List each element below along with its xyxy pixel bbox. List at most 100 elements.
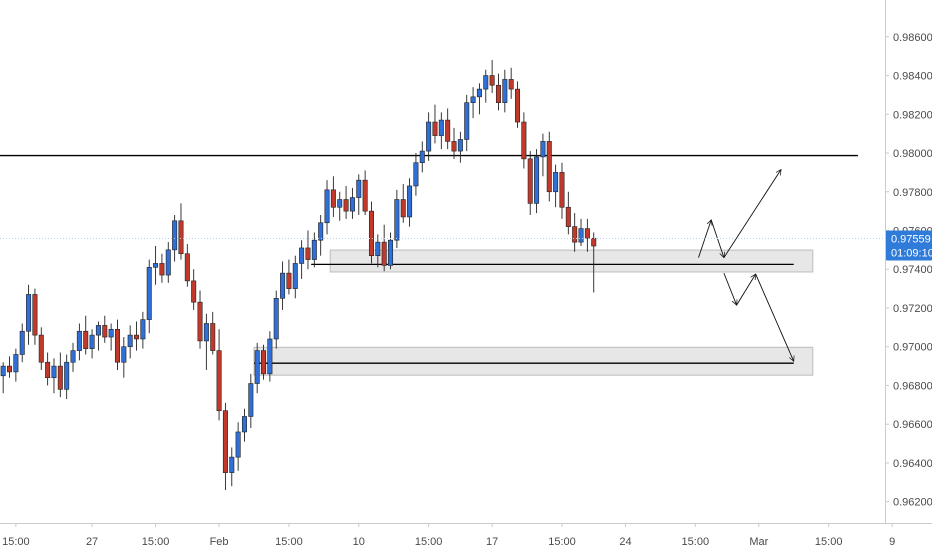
candle-body bbox=[134, 334, 140, 340]
candle-body bbox=[26, 294, 32, 332]
current-price-label: 0.97559 bbox=[891, 233, 931, 245]
candle-body bbox=[464, 102, 470, 140]
candle-body bbox=[76, 330, 82, 351]
candle-body bbox=[527, 158, 533, 204]
candle-body bbox=[19, 330, 25, 355]
candle-body bbox=[121, 346, 127, 363]
candle-body bbox=[89, 334, 95, 349]
candle-body bbox=[273, 298, 279, 340]
candle-body bbox=[572, 226, 578, 243]
projection-arrow-2-2 bbox=[736, 274, 756, 306]
x-tick-label: 10 bbox=[353, 536, 365, 548]
candle-body bbox=[349, 197, 355, 212]
candle-body bbox=[388, 239, 394, 266]
candle-body bbox=[222, 410, 228, 473]
countdown-label: 01:09:10 bbox=[891, 247, 932, 259]
candle-body bbox=[108, 328, 114, 338]
candle-body bbox=[368, 210, 374, 256]
candle-body bbox=[32, 294, 38, 336]
candle-body bbox=[57, 365, 63, 390]
x-tick-labels: 15:00 27 15:00 Feb 15:00 10 15:00 17 15:00 24 15:0… bbox=[2, 523, 895, 548]
candle-body bbox=[210, 323, 216, 351]
candle-body bbox=[483, 75, 489, 90]
candle-body bbox=[318, 222, 324, 241]
candle-body bbox=[102, 325, 108, 338]
candle-body bbox=[330, 189, 336, 208]
candle-body bbox=[38, 334, 44, 363]
current-price-badge bbox=[886, 230, 932, 261]
candle-body bbox=[165, 249, 171, 276]
y-tick-label: 0.96200 bbox=[893, 497, 932, 509]
candle-body bbox=[502, 79, 508, 103]
arrows-layer bbox=[698, 169, 794, 361]
x-tick-label: 9 bbox=[889, 536, 895, 548]
candle-body bbox=[64, 361, 70, 390]
candle-body bbox=[286, 272, 292, 289]
y-tick-label: 0.97400 bbox=[893, 264, 932, 276]
candle-body bbox=[457, 139, 463, 152]
y-tick-label: 0.98200 bbox=[893, 109, 932, 121]
candle-body bbox=[400, 199, 406, 218]
candle-body bbox=[184, 253, 190, 282]
y-tick-label: 0.96600 bbox=[893, 419, 932, 431]
candle-body bbox=[413, 162, 419, 187]
candle-body bbox=[356, 179, 362, 198]
y-tick-label: 0.96400 bbox=[893, 458, 932, 470]
candle-body bbox=[565, 206, 571, 227]
candle-body bbox=[0, 365, 6, 377]
candle-body bbox=[45, 361, 51, 379]
candle-body bbox=[146, 267, 152, 320]
zone-2 bbox=[253, 346, 814, 376]
y-tick-label: 0.98400 bbox=[893, 71, 932, 83]
candle-body bbox=[476, 88, 482, 98]
candle-body bbox=[261, 350, 267, 375]
candle-body bbox=[432, 121, 438, 136]
y-tick-label: 0.98000 bbox=[893, 148, 932, 160]
x-tick-label: Feb bbox=[210, 536, 229, 548]
candle-body bbox=[254, 350, 260, 384]
candle-body bbox=[248, 383, 254, 417]
candle-body bbox=[375, 241, 381, 256]
x-tick-label: 15:00 bbox=[142, 536, 170, 548]
candle-body bbox=[394, 199, 400, 241]
candle-body bbox=[508, 79, 514, 90]
x-tick-label: 15:00 bbox=[682, 536, 710, 548]
x-tick-label: 17 bbox=[486, 536, 498, 548]
candle-body bbox=[451, 141, 457, 152]
candle-body bbox=[235, 431, 241, 458]
candle-body bbox=[337, 199, 343, 208]
candle-body bbox=[229, 456, 235, 473]
candle-body bbox=[241, 416, 247, 433]
projection-arrow-1-1 bbox=[698, 220, 712, 258]
candle-body bbox=[362, 179, 368, 212]
candle-body bbox=[51, 365, 57, 379]
y-tick-label: 0.97000 bbox=[893, 342, 932, 354]
x-tick-label: 15:00 bbox=[2, 536, 30, 548]
candle-body bbox=[114, 328, 120, 363]
projection-arrow-1-3 bbox=[723, 169, 781, 258]
y-tick-labels: 0.986000.984000.982000.980000.978000.976… bbox=[885, 32, 932, 509]
candle-body bbox=[191, 280, 197, 303]
x-tick-label: Mar bbox=[749, 536, 768, 548]
y-tick-label: 0.96800 bbox=[893, 380, 932, 392]
candle-body bbox=[470, 96, 476, 103]
x-tick-label: 24 bbox=[619, 536, 631, 548]
candle-body bbox=[299, 247, 305, 264]
candle-body bbox=[515, 88, 521, 123]
candle-body bbox=[591, 237, 597, 247]
candle-body bbox=[438, 119, 444, 136]
candle-body bbox=[197, 301, 203, 342]
candle-body bbox=[292, 263, 298, 289]
x-tick-label: 15:00 bbox=[275, 536, 303, 548]
candle-body bbox=[584, 228, 590, 239]
candle-body bbox=[489, 75, 495, 86]
x-tick-label: 27 bbox=[86, 536, 98, 548]
candle-body bbox=[445, 119, 451, 142]
candle-body bbox=[553, 172, 559, 193]
candle-body bbox=[153, 263, 159, 268]
candle-body bbox=[381, 241, 387, 266]
candle-body bbox=[7, 365, 13, 373]
projection-arrow-2-3 bbox=[755, 273, 794, 361]
